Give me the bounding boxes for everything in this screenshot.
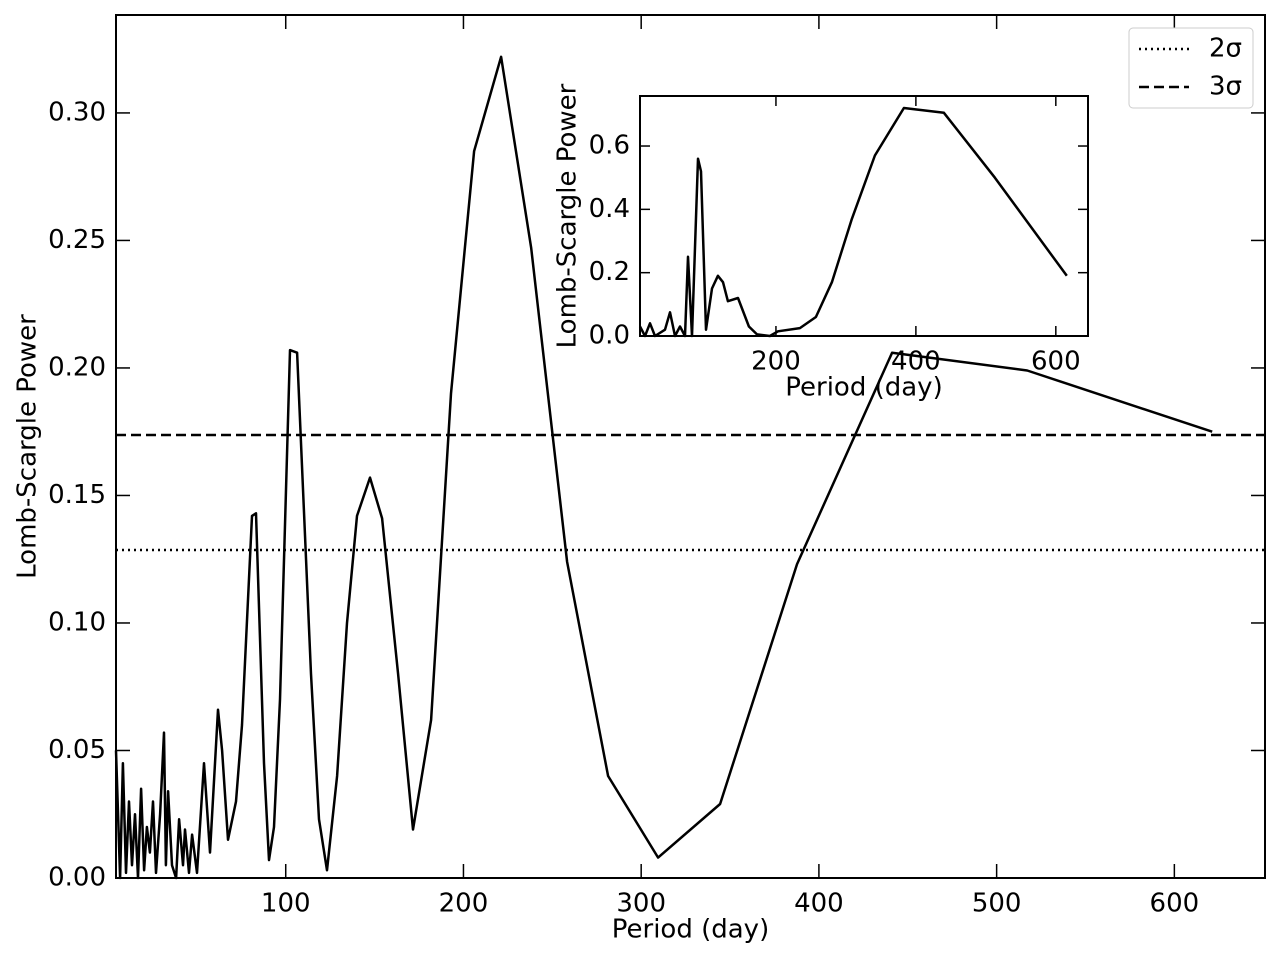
data-line — [114, 55, 1213, 880]
x-tick-label: 200 — [751, 347, 801, 377]
data-line — [638, 106, 1068, 338]
y-tick-label: 0.20 — [48, 352, 106, 382]
y-tick-label: 0.0 — [589, 321, 630, 351]
x-tick-label: 400 — [891, 347, 941, 377]
x-axis-label: Period (day) — [612, 915, 769, 945]
y-tick-label: 0.00 — [48, 863, 106, 893]
x-tick-label: 200 — [439, 889, 489, 919]
y-tick-label: 0.6 — [589, 131, 630, 161]
y-tick-label: 0.15 — [48, 480, 106, 510]
x-tick-label: 500 — [972, 889, 1022, 919]
axes-frame — [639, 95, 1089, 337]
x-tick-label: 300 — [616, 889, 666, 919]
x-tick-label: 100 — [261, 889, 311, 919]
y-axis-label: Lomb-Scargle Power — [553, 83, 583, 348]
x-tick-label: 400 — [794, 889, 844, 919]
x-axis-label: Period (day) — [785, 373, 942, 403]
plot-area — [640, 96, 1088, 336]
y-tick-label: 0.2 — [589, 257, 630, 287]
x-tick-label: 600 — [1150, 889, 1200, 919]
y-tick-label: 0.30 — [48, 97, 106, 127]
y-axis-label: Lomb-Scargle Power — [13, 314, 43, 579]
y-tick-label: 0.10 — [48, 607, 106, 637]
y-tick-label: 0.25 — [48, 225, 106, 255]
legend-label: 3σ — [1209, 72, 1242, 102]
axes-frame — [115, 14, 1266, 879]
y-tick-label: 0.4 — [589, 194, 630, 224]
y-tick-label: 0.05 — [48, 735, 106, 765]
x-tick-label: 600 — [1031, 347, 1081, 377]
legend-label: 2σ — [1209, 34, 1242, 64]
